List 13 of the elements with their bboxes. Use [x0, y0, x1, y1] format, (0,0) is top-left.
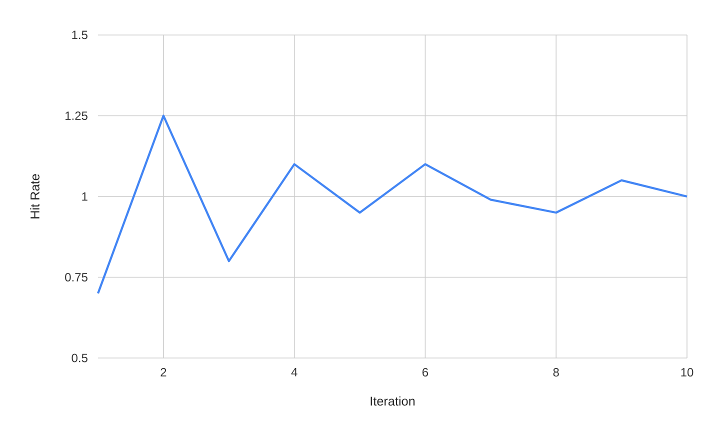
x-axis-title: Iteration — [370, 396, 415, 406]
y-tick-label: 1 — [82, 192, 88, 201]
x-tick-label: 10 — [681, 368, 694, 377]
y-tick-label: 0.5 — [72, 354, 88, 362]
line-series — [96, 114, 688, 294]
x-tick-label: 6 — [422, 368, 428, 377]
x-tick-label: 4 — [291, 368, 298, 376]
y-tick-label: 0.75 — [65, 272, 88, 282]
y-axis-title: Hit Rate — [30, 174, 40, 218]
y-tick-label: 1.25 — [66, 111, 88, 120]
x-tick-label: 8 — [553, 368, 559, 377]
y-tick-label: 1.5 — [72, 30, 88, 40]
x-tick-label: 2 — [160, 368, 166, 376]
